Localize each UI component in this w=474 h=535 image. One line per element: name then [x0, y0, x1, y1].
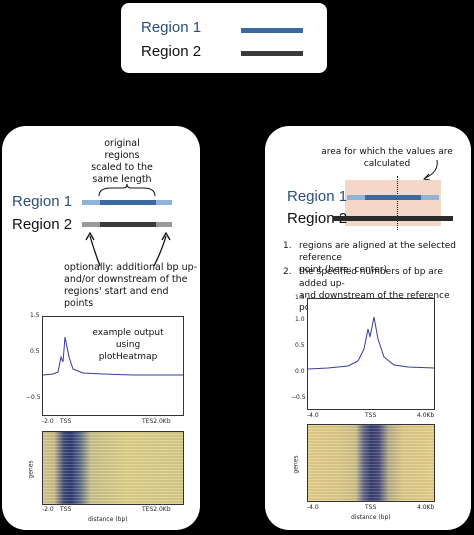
left-profile-xtick-2: TES2.0Kb	[142, 418, 171, 425]
legend-region2-label: Region 2	[141, 43, 202, 60]
left-profile-ytick-1: 0.5	[30, 348, 40, 355]
right-heatmap-xtick-2: 4.0Kb	[417, 504, 435, 511]
step1-number: 1.	[283, 241, 292, 251]
right-profile-xtick-0: -4.0	[307, 412, 319, 419]
reference-point-line	[397, 176, 398, 230]
left-profile-plot: example output using plotHeatmap	[42, 316, 184, 416]
original-regions-annotation: original regions scaled to the same leng…	[91, 138, 153, 185]
example-output-note: example output using plotHeatmap	[92, 328, 164, 362]
legend-region1-line	[241, 28, 303, 33]
left-region2-label: Region 2	[12, 216, 73, 233]
right-profile-ytick-4: −0.5	[291, 394, 306, 401]
right-region2-label: Region 2	[287, 210, 348, 227]
right-profile-xtick-2: 4.0Kb	[417, 412, 435, 419]
right-region1-line	[365, 195, 421, 200]
left-profile-ytick-2: −0.5	[26, 394, 41, 401]
right-region1-label: Region 1	[287, 188, 348, 205]
legend-region2-line	[241, 51, 303, 56]
left-region1-label: Region 1	[12, 193, 73, 210]
right-region2-line	[333, 216, 453, 221]
left-profile-xtick-1: TSS	[60, 418, 72, 425]
step1-text: regions are aligned at the selected refe…	[299, 241, 456, 275]
left-heatmap-xtick-0: -2.0	[42, 506, 54, 513]
left-heatmap-xtick-2: TES2.0Kb	[142, 506, 171, 513]
right-heatmap-xtick-0: -4.0	[307, 504, 319, 511]
legend-region1-label: Region 1	[141, 19, 202, 36]
right-profile-ytick-2: 0.5	[295, 342, 305, 349]
right-heatmap-xlabel: distance (bp)	[351, 514, 391, 521]
right-profile-plot	[307, 298, 435, 410]
left-heatmap-texture	[43, 432, 183, 504]
left-heatmap-xlabel: distance (bp)	[88, 516, 128, 523]
right-profile-ytick-1: 1.0	[295, 316, 305, 323]
step2-text: the specified numbers of bp are added up…	[299, 267, 450, 313]
right-heatmap	[307, 424, 435, 502]
left-profile-line	[42, 336, 183, 376]
left-heatmap	[42, 431, 184, 505]
reference-point-panel: area for which the values are calculated…	[265, 126, 471, 530]
curved-arrow-icon	[422, 159, 438, 181]
left-heatmap-xtick-1: TSS	[60, 506, 72, 513]
right-heatmap-ylabel: genes	[292, 455, 300, 474]
brace-icon	[98, 183, 156, 197]
right-profile-line	[307, 316, 435, 370]
area-annotation: area for which the values are calculated	[321, 147, 453, 169]
right-heatmap-texture	[308, 425, 434, 501]
right-profile-ytick-0: 1.5	[295, 294, 305, 301]
arrows-icon	[85, 231, 171, 267]
scale-regions-panel: original regions scaled to the same leng…	[2, 126, 200, 530]
legend-box: Region 1 Region 2	[121, 3, 327, 73]
right-profile-xtick-1: TSS	[365, 412, 377, 419]
left-region1-line	[100, 200, 156, 205]
right-heatmap-xtick-1: TSS	[365, 504, 377, 511]
left-profile-xtick-0: -2.0	[42, 418, 54, 425]
left-profile-ytick-0: 1.5	[30, 312, 40, 319]
left-heatmap-ylabel: genes	[27, 460, 35, 479]
optional-bp-annotation: optionally: additional bp up- and/or dow…	[64, 262, 198, 309]
right-profile-ytick-3: 0.0	[295, 368, 305, 375]
left-region2-line	[100, 222, 156, 227]
step2-number: 2.	[283, 267, 292, 277]
